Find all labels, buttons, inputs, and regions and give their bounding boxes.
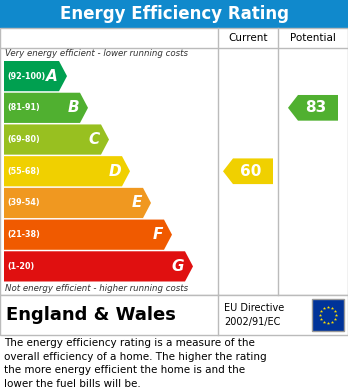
Text: EU Directive
2002/91/EC: EU Directive 2002/91/EC (224, 303, 284, 327)
Text: (69-80): (69-80) (7, 135, 40, 144)
Polygon shape (4, 188, 151, 218)
Text: B: B (68, 100, 79, 115)
Text: (39-54): (39-54) (7, 199, 40, 208)
Polygon shape (4, 93, 88, 123)
Text: 83: 83 (306, 100, 327, 115)
Polygon shape (4, 124, 109, 155)
Polygon shape (4, 61, 67, 91)
Text: E: E (132, 196, 142, 210)
Text: (81-91): (81-91) (7, 103, 40, 112)
Text: A: A (46, 68, 58, 84)
Text: Potential: Potential (290, 33, 336, 43)
Text: Current: Current (228, 33, 268, 43)
Text: (1-20): (1-20) (7, 262, 34, 271)
Text: Energy Efficiency Rating: Energy Efficiency Rating (60, 5, 288, 23)
Text: Not energy efficient - higher running costs: Not energy efficient - higher running co… (5, 284, 188, 293)
Bar (0, 295, 348, 335)
Text: 60: 60 (240, 164, 262, 179)
Polygon shape (4, 220, 172, 250)
Bar (312, 299, 344, 331)
Text: The energy efficiency rating is a measure of the
overall efficiency of a home. T: The energy efficiency rating is a measur… (4, 338, 267, 389)
Text: (92-100): (92-100) (7, 72, 45, 81)
Polygon shape (288, 95, 338, 121)
Text: (21-38): (21-38) (7, 230, 40, 239)
Text: G: G (172, 259, 184, 274)
Text: C: C (89, 132, 100, 147)
Text: England & Wales: England & Wales (6, 306, 176, 324)
Text: Very energy efficient - lower running costs: Very energy efficient - lower running co… (5, 49, 188, 58)
Polygon shape (223, 158, 273, 184)
Bar (0, 0, 348, 28)
Polygon shape (4, 156, 130, 187)
Bar (0, 28, 348, 295)
Polygon shape (4, 251, 193, 282)
Text: (55-68): (55-68) (7, 167, 40, 176)
Text: F: F (153, 227, 163, 242)
Text: D: D (108, 164, 121, 179)
